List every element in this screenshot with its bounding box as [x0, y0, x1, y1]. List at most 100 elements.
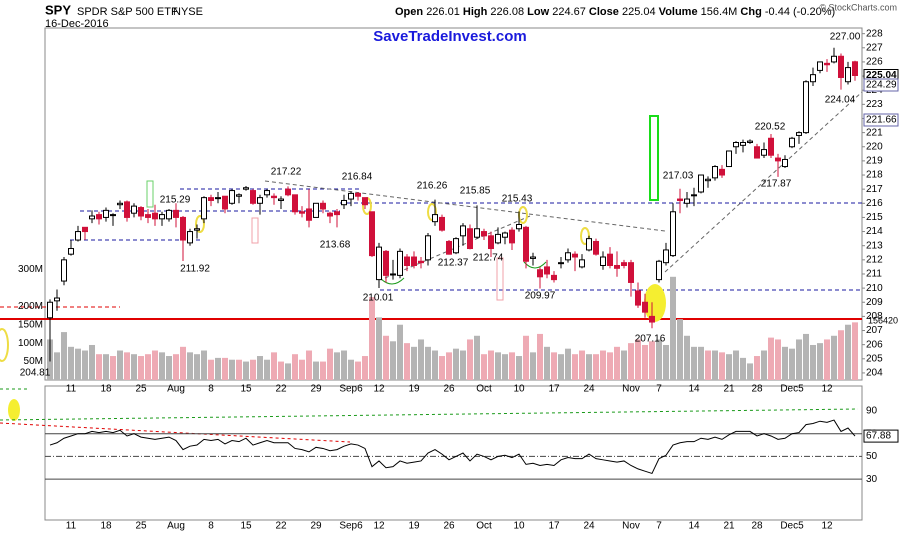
candle-body [474, 228, 480, 238]
price-annotation: 209.97 [525, 291, 556, 302]
y-tick-label: 210 [866, 283, 883, 294]
x-tick-label: Aug [167, 384, 185, 395]
rsi-trend [0, 422, 351, 443]
candle-body [642, 301, 648, 313]
volume-bar [642, 344, 648, 380]
rsi-line [49, 419, 856, 475]
volume-bar [110, 356, 116, 380]
x-tick-label: Oct [476, 384, 492, 395]
ma-label: 221.66 [866, 115, 897, 126]
volume-bar [537, 333, 543, 380]
x-tick-label: 26 [443, 384, 455, 395]
candle-body [803, 81, 809, 134]
candle-body [754, 146, 760, 159]
candle-body [257, 197, 263, 204]
rsi-panel [44, 385, 863, 521]
price-annotation: 217.03 [663, 171, 694, 182]
volume-bar [635, 339, 641, 380]
candle-body [516, 223, 522, 230]
candle-body [558, 262, 564, 265]
volume-bar [565, 348, 571, 380]
candle-body [614, 264, 620, 269]
x-tick-label: 17 [548, 384, 560, 395]
candle-body [103, 209, 109, 218]
x-tick-label: Nov [622, 521, 640, 532]
candle-body [565, 252, 571, 261]
candle-body [670, 211, 676, 257]
volume-bar [236, 359, 242, 380]
highlight [0, 328, 9, 362]
x-tick-label: Aug [167, 521, 185, 532]
candle-body [523, 226, 529, 262]
volume-bar [418, 339, 424, 380]
x-tick-label: Dec5 [780, 521, 804, 532]
candle-body [117, 202, 123, 206]
candle-body [306, 208, 312, 221]
volume-bar [397, 324, 403, 380]
volume-bar [775, 339, 781, 380]
volume-bar [117, 350, 123, 380]
volume-bar [614, 346, 620, 380]
volume-bar [187, 352, 193, 380]
volume-bar [432, 350, 438, 380]
candle-body [677, 198, 683, 201]
x-tick-label: Sep6 [339, 384, 363, 395]
candle-body [481, 231, 487, 237]
y-tick-label: 206 [866, 339, 883, 350]
y-tick-label: 215 [866, 212, 883, 223]
candle-body [362, 197, 368, 206]
volume-bar [670, 276, 676, 380]
candle-body [348, 192, 354, 200]
volume-tick-label: 100M [18, 338, 43, 349]
volume-bar [460, 350, 466, 380]
volume-bar [313, 361, 319, 380]
candle-body [439, 216, 445, 231]
volume-bar [348, 359, 354, 380]
volume-bar [607, 352, 613, 380]
symbol: SPY [45, 2, 71, 17]
volume-bar [75, 348, 81, 380]
volume-bar [600, 350, 606, 380]
y-tick-label: 221 [866, 127, 883, 138]
quote-value: 226.01 [426, 6, 460, 18]
candle-body [418, 260, 424, 264]
candle-body [229, 190, 235, 204]
candle-body [278, 198, 284, 201]
candle-body [131, 205, 137, 214]
y-tick-label: 217 [866, 184, 883, 195]
volume-bar [824, 339, 830, 380]
volume-bar [285, 363, 291, 380]
candle-body [425, 235, 431, 261]
volume-bar [299, 359, 305, 380]
y-tick-label: 216 [866, 198, 883, 209]
rsi-tick-label: 50 [866, 451, 878, 462]
volume-bar [229, 359, 235, 380]
volume-bar [803, 333, 809, 380]
volume-bar [341, 350, 347, 380]
candle-body [369, 211, 375, 257]
volume-bar [194, 354, 200, 380]
price-annotation: 227.00 [830, 32, 861, 43]
volume-bar [467, 339, 473, 380]
volume-bar [663, 344, 669, 380]
volume-bar [579, 350, 585, 380]
volume-bar [516, 356, 522, 380]
x-tick-label: 29 [310, 384, 322, 395]
x-tick-label: 17 [548, 521, 560, 532]
candle-body [82, 226, 88, 233]
ma-box [863, 78, 899, 92]
candle-body [502, 232, 508, 238]
credit: © StockCharts.com [819, 2, 897, 12]
volume-bar [852, 322, 858, 380]
quote-label: Open [395, 6, 423, 18]
price-annotation: 213.68 [320, 240, 351, 251]
candle-body [635, 290, 641, 306]
volume-bar [390, 341, 396, 380]
candle-body [61, 259, 67, 282]
candle-body [145, 214, 151, 218]
volume-bar [250, 359, 256, 380]
candle-body [201, 197, 207, 220]
candle-body [656, 260, 662, 281]
volume-tick-label: 50M [24, 356, 43, 367]
candle-body [187, 231, 193, 244]
